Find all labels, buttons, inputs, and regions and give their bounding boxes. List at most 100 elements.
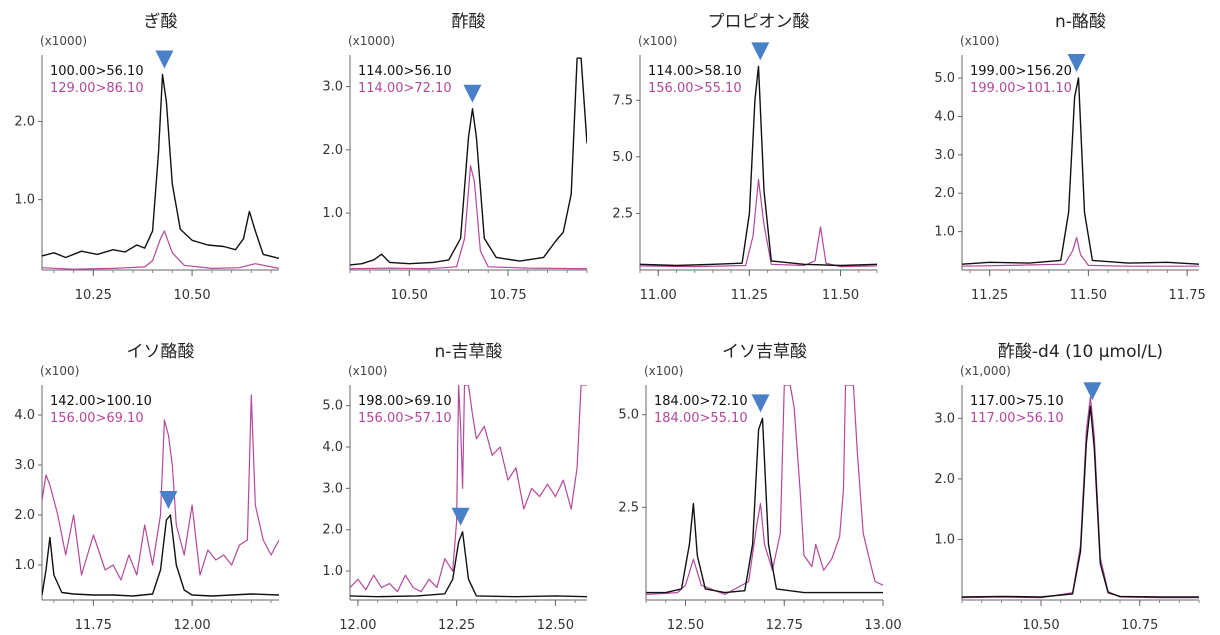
x-tick-label: 12.50 — [667, 618, 704, 633]
y-tick-label: 7.5 — [612, 93, 633, 108]
legend-entry: 156.00>55.10 — [648, 81, 742, 96]
legend-entry: 114.00>56.10 — [358, 64, 452, 79]
y-tick-label: 1.0 — [934, 225, 955, 240]
legend-entry: 199.00>101.10 — [970, 81, 1072, 96]
chart-title: イソ吉草酸 — [722, 342, 807, 362]
peak-marker-icon — [155, 50, 174, 69]
y-multiplier-label: (x1,000) — [960, 364, 1011, 378]
legend-entry: 100.00>56.10 — [50, 64, 144, 79]
chart-title: n-吉草酸 — [435, 342, 503, 362]
legend-entry: 184.00>55.10 — [654, 411, 748, 426]
y-multiplier-label: (x1000) — [40, 34, 87, 48]
chromatogram-panel: プロピオン酸 (x100) 2.5 5.0 7.5 11.00 11.25 11.50 114.… — [612, 12, 878, 303]
legend-entry: 198.00>69.10 — [358, 394, 452, 409]
x-tick-label: 10.50 — [1022, 618, 1059, 633]
y-multiplier-label: (x100) — [960, 34, 999, 48]
y-tick-label: 2.0 — [934, 186, 955, 201]
legend-entry: 142.00>100.10 — [50, 394, 152, 409]
y-tick-label: 2.0 — [14, 508, 35, 523]
x-tick-label: 12.25 — [438, 618, 475, 633]
series-line-quant — [962, 77, 1199, 265]
peak-marker-icon — [451, 507, 470, 526]
x-tick-label: 10.75 — [1121, 618, 1158, 633]
series-line-quant — [962, 405, 1199, 598]
series-line-qual — [42, 230, 279, 270]
x-tick-label: 11.25 — [731, 288, 768, 303]
y-tick-label: 4.0 — [934, 109, 955, 124]
y-tick-label: 2.5 — [618, 500, 639, 515]
y-multiplier-label: (x100) — [348, 364, 387, 378]
peak-marker-icon — [1083, 382, 1102, 401]
chart-title: 酢酸 — [452, 12, 486, 32]
y-multiplier-label: (x1000) — [348, 34, 395, 48]
chromatogram-panel: n-酪酸 (x100) 1.0 2.0 3.0 4.0 5.0 11.25 11.50 11.75… — [934, 12, 1205, 303]
legend-entry: 199.00>156.20 — [970, 64, 1072, 79]
x-tick-label: 11.25 — [971, 288, 1008, 303]
legend-entry: 184.00>72.10 — [654, 394, 748, 409]
y-tick-label: 3.0 — [934, 148, 955, 163]
y-tick-label: 1.0 — [14, 558, 35, 573]
y-tick-label: 2.5 — [612, 206, 633, 221]
series-line-quant — [42, 514, 279, 597]
y-tick-label: 3.0 — [322, 80, 343, 95]
series-line-qual — [640, 178, 877, 268]
chromatogram-panel: 酢酸 (x1000) 1.0 2.0 3.0 10.50 10.75 114.00>56.10… — [322, 12, 588, 303]
chart-title: イソ酪酸 — [127, 342, 195, 362]
x-tick-label: 12.50 — [537, 618, 574, 633]
chart-title: ぎ酸 — [144, 12, 178, 32]
chromatogram-panel: イソ吉草酸 (x100) 2.5 5.0 12.50 12.75 13.00 184.00>7… — [618, 342, 901, 633]
series-line-quant — [640, 65, 877, 267]
peak-marker-icon — [1067, 54, 1086, 73]
x-tick-label: 11.50 — [822, 288, 859, 303]
chart-title: n-酪酸 — [1055, 12, 1106, 32]
y-tick-label: 2.0 — [322, 143, 343, 158]
x-tick-label: 13.00 — [864, 618, 901, 633]
chart-title: プロピオン酸 — [708, 12, 810, 32]
x-tick-label: 12.00 — [173, 618, 210, 633]
y-tick-label: 4.0 — [14, 408, 35, 423]
peak-marker-icon — [463, 84, 482, 103]
legend-entry: 156.00>57.10 — [358, 411, 452, 426]
peak-marker-icon — [751, 394, 770, 413]
y-tick-label: 1.0 — [322, 564, 343, 579]
legend-entry: 117.00>56.10 — [970, 411, 1064, 426]
x-tick-label: 10.50 — [391, 288, 428, 303]
legend-entry: 117.00>75.10 — [970, 394, 1064, 409]
x-tick-label: 11.75 — [1169, 288, 1206, 303]
y-tick-label: 1.0 — [322, 206, 343, 221]
y-tick-label: 5.0 — [322, 399, 343, 414]
y-tick-label: 3.0 — [322, 481, 343, 496]
legend-entry: 156.00>69.10 — [50, 411, 144, 426]
x-tick-label: 11.00 — [640, 288, 677, 303]
series-line-qual — [350, 385, 587, 593]
y-tick-label: 5.0 — [934, 71, 955, 86]
chromatogram-panel: n-吉草酸 (x100) 1.0 2.0 3.0 4.0 5.0 12.00 12.25 12.5… — [322, 342, 587, 633]
y-tick-label: 3.0 — [14, 458, 35, 473]
x-tick-label: 10.75 — [489, 288, 526, 303]
series-line-quant — [646, 417, 883, 594]
y-tick-label: 3.0 — [934, 411, 955, 426]
y-multiplier-label: (x100) — [638, 34, 677, 48]
y-tick-label: 1.0 — [14, 193, 35, 208]
series-line-qual — [42, 394, 279, 581]
legend-entry: 114.00>72.10 — [358, 81, 452, 96]
y-tick-label: 2.0 — [14, 114, 35, 129]
y-tick-label: 2.0 — [934, 472, 955, 487]
series-line-quant — [350, 57, 587, 266]
series-line-quant — [42, 73, 279, 259]
chart-title: 酢酸-d4 (10 μmol/L) — [998, 342, 1163, 362]
y-multiplier-label: (x100) — [644, 364, 683, 378]
peak-marker-icon — [159, 491, 178, 509]
y-multiplier-label: (x100) — [40, 364, 79, 378]
x-tick-label: 10.25 — [75, 288, 112, 303]
peak-marker-icon — [751, 42, 770, 61]
legend-entry: 114.00>58.10 — [648, 64, 742, 79]
y-tick-label: 1.0 — [934, 532, 955, 547]
x-tick-label: 12.00 — [339, 618, 376, 633]
chromatogram-panel: 酢酸-d4 (10 μmol/L) (x1,000) 1.0 2.0 3.0 10.50 1… — [934, 342, 1200, 633]
x-tick-label: 12.75 — [766, 618, 803, 633]
y-tick-label: 5.0 — [618, 408, 639, 423]
chromatogram-panel: イソ酪酸 (x100) 1.0 2.0 3.0 4.0 11.75 12.00 142.00>1… — [14, 342, 279, 633]
y-tick-label: 4.0 — [322, 440, 343, 455]
